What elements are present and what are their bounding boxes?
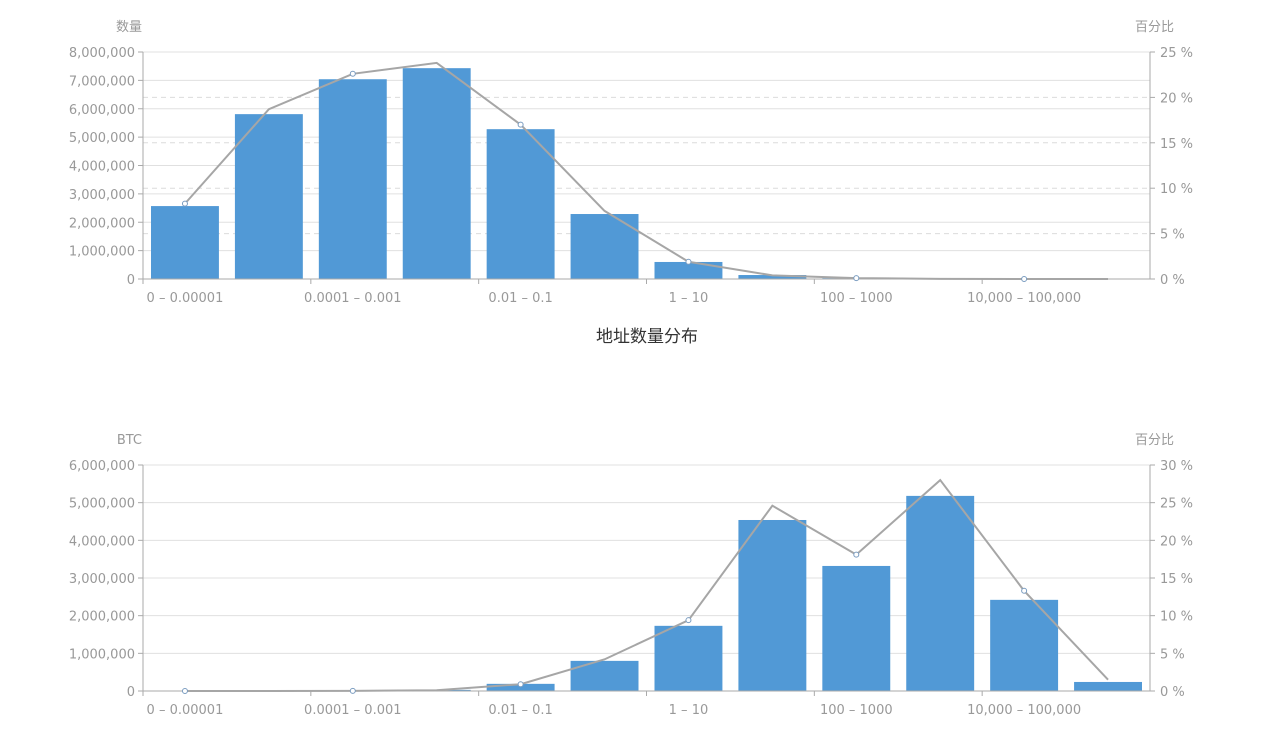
left-tick-label: 3,000,000 (69, 572, 135, 587)
x-tick-label: 0 – 0.00001 (147, 291, 224, 306)
line-point (853, 551, 860, 558)
right-axis-name: 百分比 (1135, 433, 1174, 448)
line-point (1021, 276, 1028, 282)
left-tick-label: 8,000,000 (69, 46, 135, 61)
line-point (853, 275, 860, 282)
left-tick-label: 7,000,000 (69, 74, 135, 89)
bar (906, 495, 975, 691)
percent-line (184, 478, 1109, 692)
right-tick-label: 15 % (1160, 572, 1193, 587)
line-point (349, 70, 356, 77)
bar (570, 214, 639, 279)
right-tick-label: 0 % (1160, 685, 1185, 700)
left-axis-name: BTC (117, 433, 142, 448)
left-tick-label: 6,000,000 (69, 459, 135, 474)
bar (822, 565, 891, 691)
left-tick-label: 1,000,000 (69, 245, 135, 260)
left-tick-label: 6,000,000 (69, 103, 135, 118)
bar (654, 625, 723, 691)
left-tick-label: 0 (127, 273, 135, 288)
line-point (517, 121, 524, 128)
right-axis-name: 百分比 (1135, 20, 1174, 35)
right-tick-label: 10 % (1160, 182, 1193, 197)
bar (738, 275, 807, 279)
left-tick-label: 5,000,000 (69, 131, 135, 146)
bar (234, 114, 303, 279)
line-point (517, 681, 524, 688)
left-tick-label: 4,000,000 (69, 534, 135, 549)
right-tick-label: 10 % (1160, 610, 1193, 625)
line-point (181, 200, 188, 207)
left-tick-label: 5,000,000 (69, 497, 135, 512)
bar (402, 68, 471, 279)
left-tick-label: 4,000,000 (69, 160, 135, 175)
bar (318, 79, 387, 280)
bar (654, 261, 723, 279)
line-point (685, 617, 692, 624)
x-tick-label: 0.0001 – 0.001 (304, 703, 401, 718)
left-tick-label: 2,000,000 (69, 216, 135, 231)
x-tick-label: 0 – 0.00001 (147, 703, 224, 718)
left-tick-label: 0 (127, 685, 135, 700)
x-tick-label: 1 – 10 (669, 703, 709, 718)
x-tick-label: 10,000 – 100,000 (967, 291, 1081, 306)
bar (1074, 681, 1142, 691)
right-tick-label: 5 % (1160, 647, 1185, 662)
bar (738, 519, 807, 691)
x-tick-label: 100 – 1000 (820, 703, 893, 718)
x-tick-label: 0.01 – 0.1 (488, 291, 552, 306)
bar (990, 599, 1059, 691)
right-tick-label: 30 % (1160, 459, 1193, 474)
bar (151, 206, 219, 279)
line-point (181, 688, 188, 694)
left-tick-label: 2,000,000 (69, 610, 135, 625)
right-tick-label: 25 % (1160, 46, 1193, 61)
left-tick-label: 3,000,000 (69, 188, 135, 203)
right-tick-label: 25 % (1160, 497, 1193, 512)
x-tick-label: 0.01 – 0.1 (488, 703, 552, 718)
left-tick-label: 1,000,000 (69, 647, 135, 662)
right-tick-label: 0 % (1160, 273, 1185, 288)
left-axis-name: 数量 (116, 20, 142, 35)
line-point (349, 687, 356, 694)
x-tick-label: 0.0001 – 0.001 (304, 291, 401, 306)
bar (486, 683, 555, 691)
percent-line (184, 61, 1109, 280)
right-tick-label: 15 % (1160, 137, 1193, 152)
right-tick-label: 20 % (1160, 534, 1193, 549)
line-point (1021, 587, 1028, 594)
x-tick-label: 10,000 – 100,000 (967, 703, 1081, 718)
x-tick-label: 1 – 10 (669, 291, 709, 306)
line-point (685, 258, 692, 265)
x-tick-label: 100 – 1000 (820, 291, 893, 306)
bar (486, 129, 555, 279)
right-tick-label: 5 % (1160, 228, 1185, 243)
right-tick-label: 20 % (1160, 91, 1193, 106)
